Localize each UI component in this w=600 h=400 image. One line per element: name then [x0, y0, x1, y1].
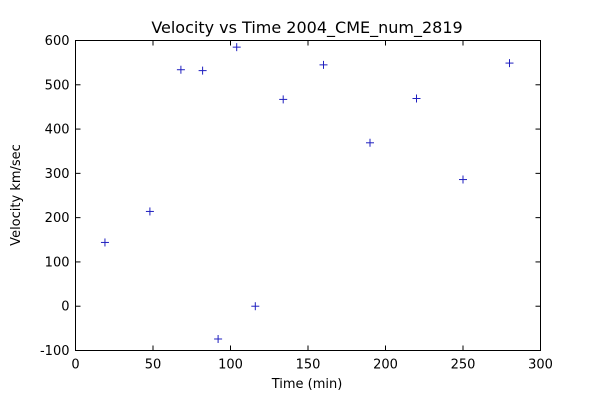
x-tick-label: 200	[373, 358, 398, 373]
x-axis-label: Time (min)	[271, 377, 343, 392]
x-tick-label: 300	[528, 358, 553, 373]
y-tick-label: 500	[45, 78, 70, 93]
chart-title: Velocity vs Time 2004_CME_num_2819	[151, 18, 462, 38]
plot-frame	[75, 40, 541, 351]
axis-ticks: 0 50 100 150 200 250 300-100010020030040050060…	[40, 34, 553, 373]
data-point	[214, 334, 223, 343]
data-point	[459, 175, 467, 184]
y-tick-label: -100	[40, 344, 70, 359]
data-point	[232, 43, 241, 52]
y-axis-label: Velocity km/sec	[9, 144, 24, 246]
y-tick-label: 200	[45, 211, 70, 226]
x-tick-label: 0	[71, 358, 79, 373]
x-tick-label: 100	[218, 358, 243, 373]
data-points	[100, 43, 514, 343]
y-tick-label: 400	[45, 123, 70, 138]
data-point	[198, 66, 207, 75]
y-tick-label: 0	[61, 300, 69, 315]
x-tick-label: 150	[296, 358, 321, 373]
x-tick-label: 250	[451, 358, 476, 373]
x-tick-label: 50	[145, 358, 162, 373]
data-point	[100, 238, 109, 247]
data-point	[176, 65, 185, 74]
data-point	[366, 138, 374, 147]
data-point	[505, 59, 514, 68]
data-point	[279, 95, 288, 104]
data-point	[251, 302, 260, 311]
y-tick-label: 600	[45, 34, 70, 49]
y-tick-label: 300	[45, 167, 70, 182]
data-point	[412, 94, 421, 103]
data-point	[145, 207, 154, 216]
data-point	[319, 60, 328, 69]
y-tick-label: 100	[45, 255, 70, 270]
